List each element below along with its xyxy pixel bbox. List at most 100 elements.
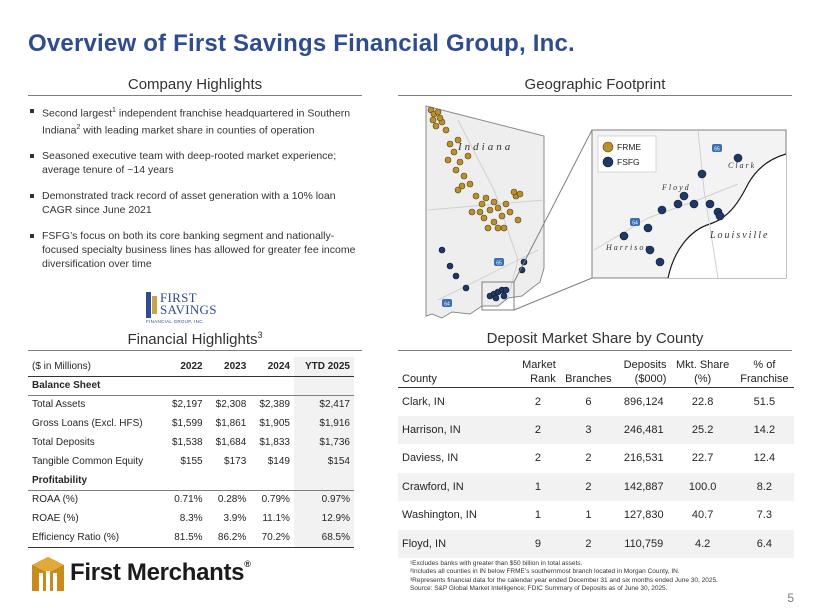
table-row: ROAE (%) 8.3% 3.9% 11.1% 12.9% (28, 509, 354, 528)
highlight-bullet: Seasoned executive team with deep-rooted… (30, 149, 360, 177)
column-header: 2022 (162, 357, 207, 377)
branch-marker (458, 182, 466, 190)
inset-label-clark: Clark (728, 161, 756, 170)
footnote: ¹Excludes banks with greater than $50 bi… (410, 560, 583, 567)
table-row: Total Deposits $1,538 $1,684 $1,833 $1,736 (28, 433, 354, 452)
branch-marker (502, 200, 510, 208)
branch-marker (434, 108, 442, 116)
column-header: Rank (516, 372, 560, 388)
branch-marker (454, 186, 462, 194)
branch-marker (494, 224, 502, 232)
column-header: (%) (670, 372, 735, 388)
footnote: Source: S&P Global Market Intelligence; … (410, 584, 668, 592)
branch-marker (468, 208, 476, 216)
table-row: Efficiency Ratio (%) 81.5% 86.2% 70.2% 68.5% (28, 528, 354, 548)
svg-text:64: 64 (444, 302, 450, 308)
branch-marker (510, 188, 518, 196)
callout-region (481, 281, 515, 311)
legend-frme-label: FRME (617, 142, 641, 152)
svg-text:65: 65 (496, 261, 502, 267)
legend-frme-swatch (602, 141, 614, 153)
table-row: Floyd, IN 9 2 110,759 4.2 6.4 (398, 529, 794, 558)
branch-marker (484, 224, 492, 232)
fsfg-logo-line1: FIRST (160, 290, 197, 305)
highlight-bullet: FSFG’s focus on both its core banking se… (30, 229, 360, 271)
branch-marker (516, 190, 524, 198)
branch-marker (679, 191, 689, 201)
branch-marker (454, 136, 462, 144)
branch-marker (673, 199, 683, 209)
column-header: ($ in Millions) (28, 357, 163, 377)
table-row: Tangible Common Equity $155 $173 $149 $154 (28, 452, 354, 471)
branch-marker (438, 246, 446, 254)
branch-marker (460, 172, 468, 180)
highway-shield-icon: 65 (712, 144, 722, 153)
inset-map: Clark Floyd Harrison Louisville 65 64 FR… (591, 129, 787, 279)
section-row: Balance Sheet (28, 376, 354, 396)
divider (398, 350, 792, 351)
table-header-row: County Rank Branches ($000) (%) Franchis… (398, 372, 794, 388)
table-row: Washington, IN 1 1 127,830 40.7 7.3 (402, 509, 773, 522)
page-number: 5 (787, 591, 794, 605)
deposit-market-share-heading: Deposit Market Share by County (486, 330, 704, 347)
fsfg-branch-markers (438, 246, 528, 302)
column-header: YTD 2025 (293, 357, 354, 377)
geographic-footprint-heading: Geographic Footprint (524, 76, 666, 93)
column-header: 2024 (250, 357, 294, 377)
highway-shield-icon: 65 (494, 258, 504, 267)
branch-marker (436, 114, 444, 122)
branch-marker (450, 148, 458, 156)
table-row: Harrison, IN 2 3 246,481 25.2 14.2 (398, 415, 794, 444)
map-legend: FRME FSFG (597, 135, 657, 173)
branch-marker (645, 245, 655, 255)
divider (28, 350, 362, 351)
branch-marker (444, 156, 452, 164)
branch-marker (689, 199, 699, 209)
branch-marker (452, 272, 460, 280)
highlights-list: Second largest1 independent franchise he… (30, 104, 360, 283)
first-merchants-logo: First Merchants® (28, 553, 251, 597)
branch-marker (500, 292, 508, 300)
branch-marker (429, 116, 437, 124)
frme-branch-markers (427, 106, 524, 232)
branch-marker (643, 223, 653, 233)
geographic-footprint-map: Indiana 65 64 Clark Floyd Harrison Louis… (425, 105, 787, 319)
branch-marker (446, 140, 454, 148)
column-header: Branches (559, 372, 618, 388)
branch-marker (472, 192, 480, 200)
deposit-market-share-table: Market Deposits Mkt. Share % of County R… (398, 357, 794, 558)
column-header: County (398, 372, 516, 388)
branch-marker (494, 204, 502, 212)
legend-fsfg-swatch (602, 156, 614, 168)
table-row: Daviess, IN 2 2 216,531 22.7 12.4 (402, 452, 776, 465)
page-title: Overview of First Savings Financial Grou… (28, 30, 575, 57)
branch-marker (514, 216, 522, 224)
branch-marker (619, 231, 629, 241)
column-header: 2023 (206, 357, 251, 377)
branch-marker (733, 153, 743, 163)
first-merchants-logo-text: First Merchants (70, 559, 245, 586)
branch-marker (442, 126, 450, 134)
financial-highlights-heading: Financial Highlights3 (127, 330, 263, 348)
branch-marker (462, 284, 470, 292)
svg-text:65: 65 (714, 147, 720, 153)
branch-marker (697, 169, 707, 179)
financial-highlights-table: ($ in Millions) 2022 2023 2024 YTD 2025 … (28, 357, 354, 548)
column-header: Franchise (734, 372, 794, 388)
branch-marker (500, 224, 508, 232)
section-row: Profitability (28, 471, 354, 491)
inset-label-floyd: Floyd (661, 183, 691, 192)
indiana-label: Indiana (457, 141, 513, 153)
fsfg-logo-mark-icon (146, 292, 157, 318)
table-row: Gross Loans (Excl. HFS) $1,599 $1,861 $1,90… (28, 414, 354, 433)
fsfg-logo-line2: SAVINGS (160, 302, 217, 317)
branch-marker (446, 262, 454, 270)
legend-fsfg-label: FSFG (617, 157, 640, 167)
company-highlights-heading: Company Highlights (127, 76, 263, 93)
branch-marker (502, 286, 510, 294)
highlight-bullet: Second largest1 independent franchise he… (30, 104, 360, 137)
table-row: Total Assets $2,197 $2,308 $2,389 $2,417 (28, 395, 354, 414)
branch-marker (464, 152, 472, 160)
inset-label-louisville: Louisville (709, 230, 769, 241)
branch-marker (715, 211, 725, 221)
